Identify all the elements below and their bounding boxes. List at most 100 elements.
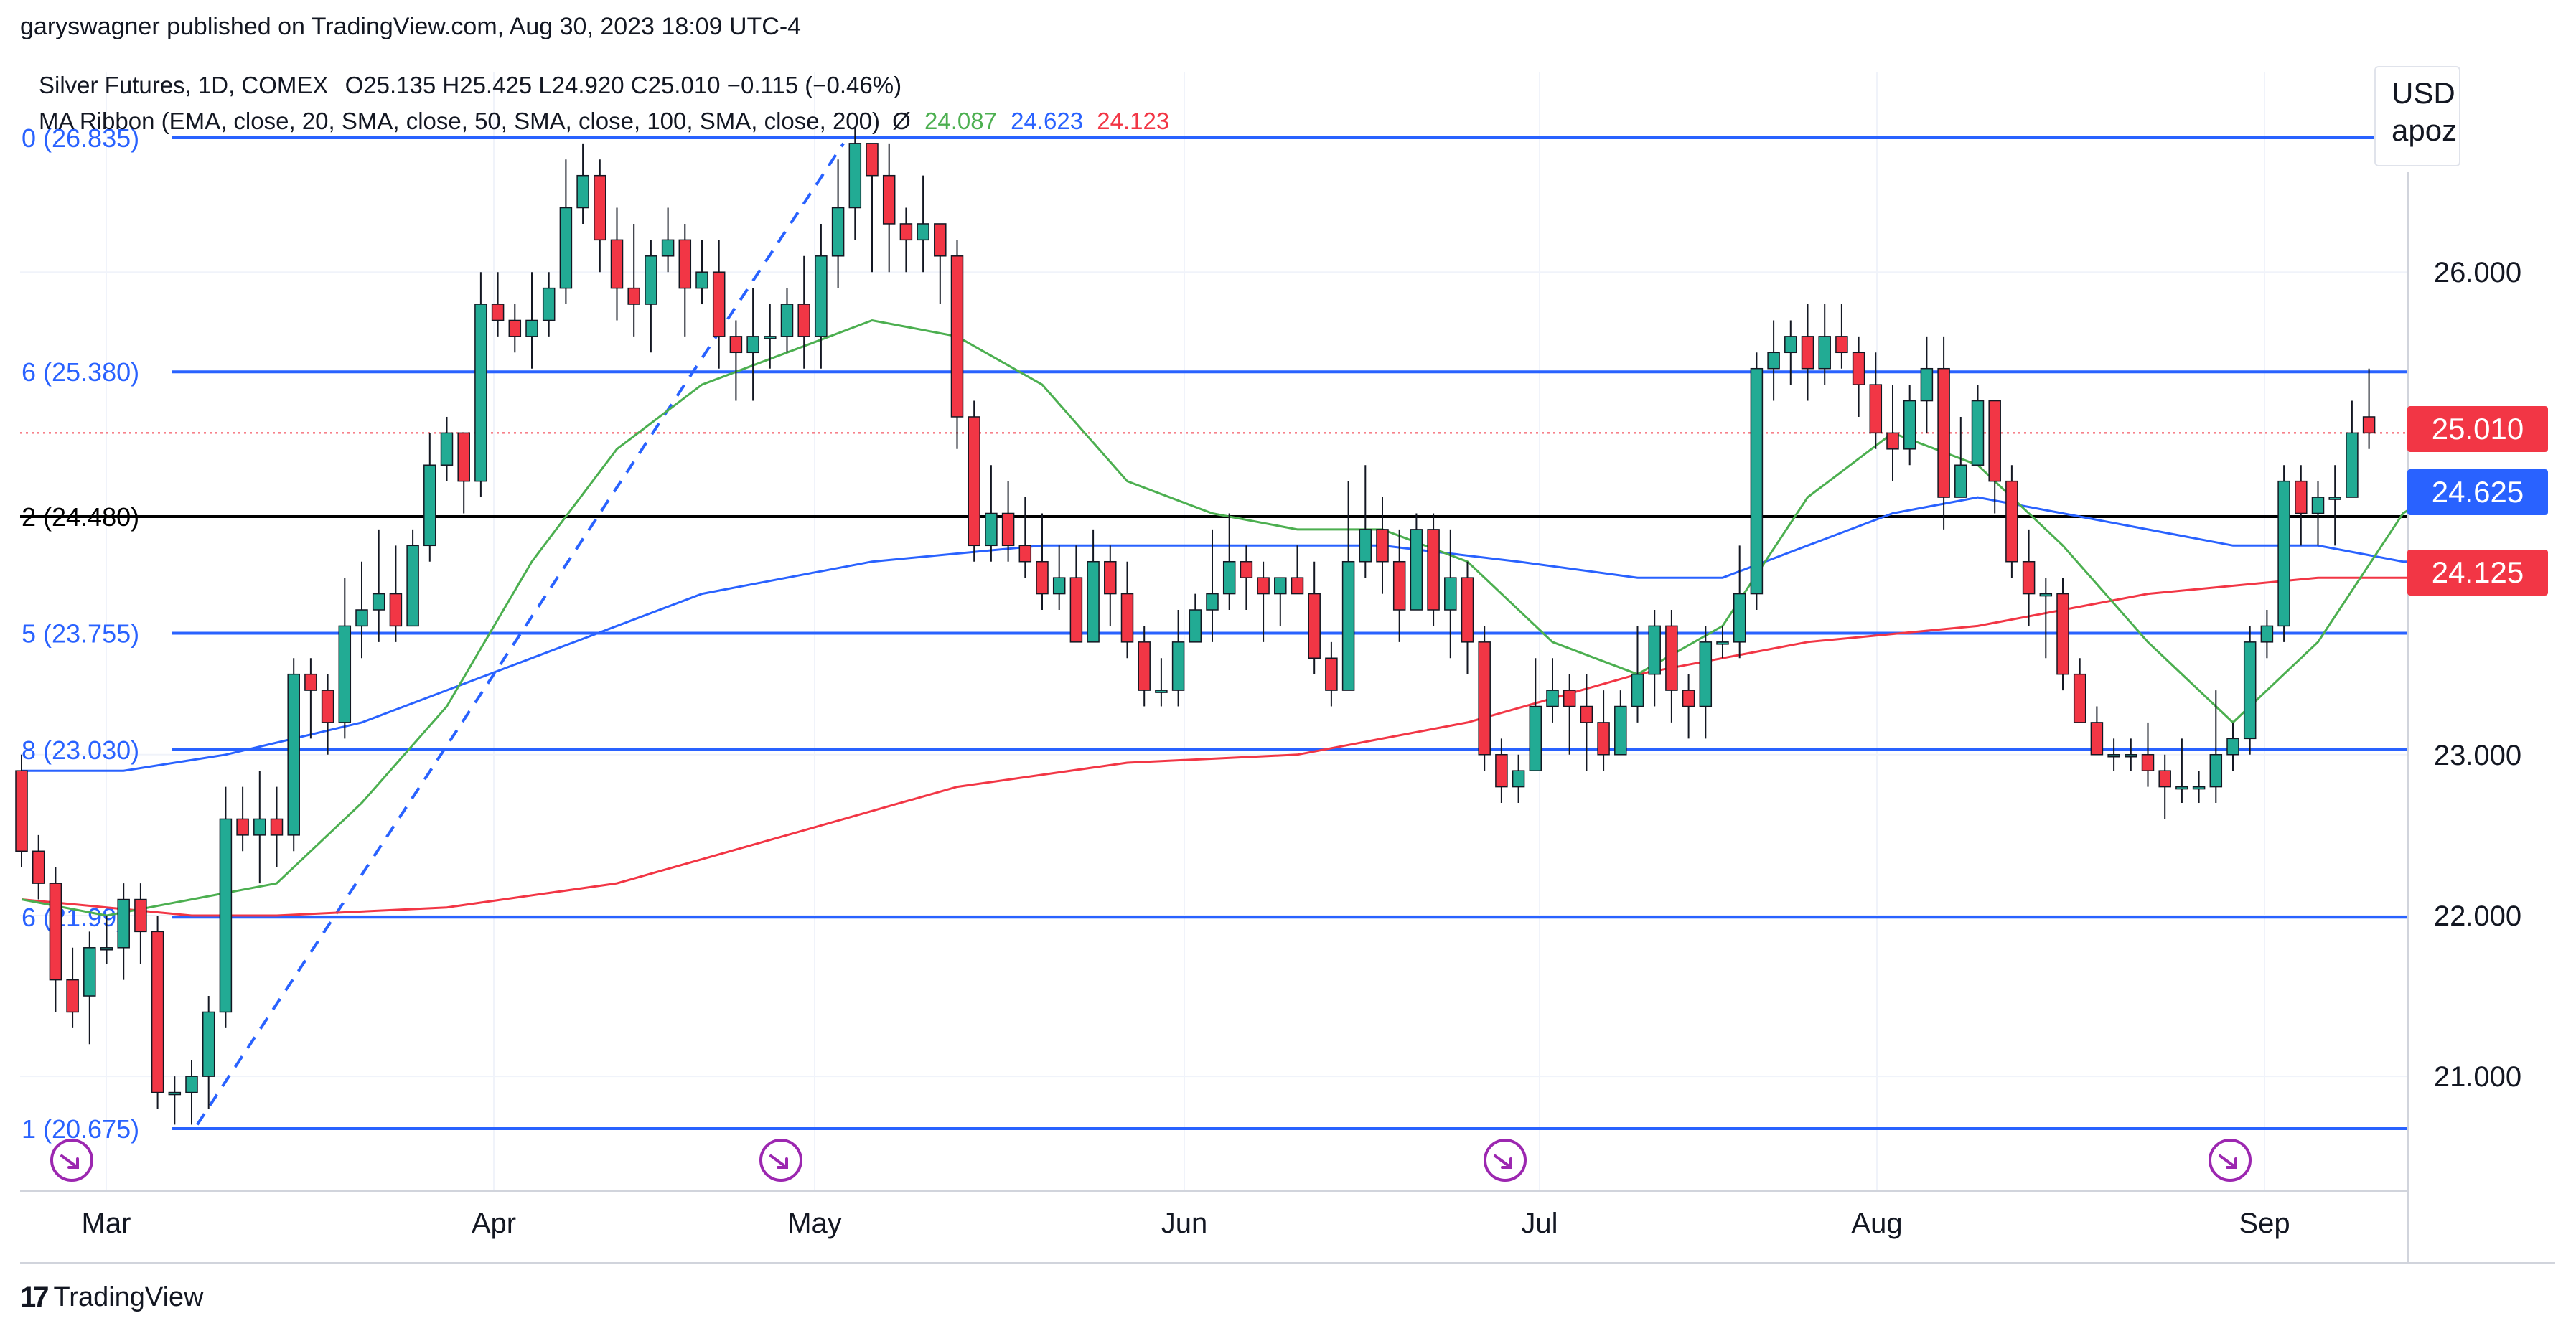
candle-body [474,304,487,482]
candle-body [1529,705,1542,771]
candle [2328,465,2341,546]
candle [1818,304,1831,385]
event-marker-circle [50,1139,93,1182]
symbol-legend: Silver Futures, 1D, COMEX O25.135 H25.42… [39,72,901,99]
candle-body [287,673,300,836]
candle [1376,497,1389,594]
axes: Mar Apr May Jun Jul Aug Sep 21.000 22.000 23.000 2… [20,172,2555,1264]
candle-body [764,336,777,339]
candle [2056,578,2069,691]
candle [83,931,96,1045]
candle [1546,658,1559,723]
candle [1444,529,1457,659]
sma50-price-tag: 24.625 [2407,469,2548,515]
x-tick-label: Apr [472,1208,516,1239]
candle [321,674,334,755]
candle-body [542,287,556,321]
candle [1767,320,1780,401]
candle-body [49,883,62,981]
candle [168,1076,182,1125]
candle [287,658,300,852]
candle [508,304,522,353]
candle [202,996,215,1109]
candle-body [1036,560,1049,595]
candle-body [202,1011,215,1077]
ma-ribbon-legend[interactable]: MA Ribbon (EMA, close, 20, SMA, close, 5… [39,108,1169,135]
candle-body [2141,754,2155,771]
candle [2107,738,2120,771]
event-marker-icon[interactable] [759,1139,802,1182]
event-marker-icon[interactable] [2209,1139,2252,1182]
candle [712,240,726,369]
candle-body [2209,754,2223,788]
candle-body [1971,400,1985,466]
candle-body [1104,560,1117,595]
candle [1971,385,1985,466]
candle-body [1580,705,1593,723]
candle-body [559,207,573,289]
tradingview-logo-text: TradingView [53,1282,204,1312]
last-price-tag: 25.010 [2407,406,2548,452]
candle-body [729,336,743,354]
candle-body [1461,577,1474,643]
candle [1018,497,1032,578]
candle-body [645,255,657,305]
candle [1835,304,1848,369]
candle [2226,722,2239,771]
event-marker-icon[interactable] [1484,1139,1527,1182]
candle [559,159,573,305]
event-marker-icon[interactable] [50,1139,93,1182]
candle-body [594,174,606,241]
event-marker-arrow [2219,1154,2237,1169]
candle [185,1060,198,1125]
candle-body [678,239,692,289]
candle [1359,465,1372,578]
candle-body [848,143,862,209]
candle [2295,465,2308,546]
y-tick-label: 26.000 [2434,257,2521,288]
candle [746,288,759,401]
candle-body [1308,593,1321,659]
candle [440,416,454,481]
candle-body [2005,480,2018,563]
symbol-name[interactable]: Silver Futures, 1D, COMEX [39,72,329,98]
x-tick-label: Sep [2239,1208,2290,1239]
candle [2192,771,2206,804]
candle [1495,738,1508,804]
candle-body [2125,754,2137,758]
candle-body [2243,641,2257,740]
candle-body [661,239,675,257]
candle-body [440,432,454,466]
candle-body [2056,593,2069,675]
candle [1120,561,1134,659]
candle-body [1835,336,1848,354]
candle-body [2295,480,2308,514]
candle-body [1240,560,1253,578]
candle [491,272,505,337]
tradingview-logo[interactable]: 17 TradingView [20,1281,204,1314]
candle [848,127,862,240]
candle-body [1563,690,1576,707]
currency-unit-button[interactable]: USD apoz [2374,66,2460,166]
sma50-value: 24.623 [1011,108,1084,134]
candle [100,915,113,964]
candle-body [1325,657,1338,691]
candle-body [985,512,998,547]
candle [2362,368,2376,449]
candle [338,578,352,739]
ma-ribbon-label: MA Ribbon (EMA, close, 20, SMA, close, 5… [39,108,880,134]
candle-body [100,947,113,951]
candle [1597,690,1610,771]
unit-code: apoz [2392,113,2458,147]
candle [2005,465,2018,578]
x-tick-label: Mar [82,1208,131,1239]
candle-body [1120,593,1134,643]
candle [389,545,403,642]
candle [66,947,79,1028]
candle-body [1852,352,1865,385]
candle [797,255,810,369]
candle-body [1954,464,1967,498]
candle [304,658,317,739]
candle-body [1512,770,1525,788]
